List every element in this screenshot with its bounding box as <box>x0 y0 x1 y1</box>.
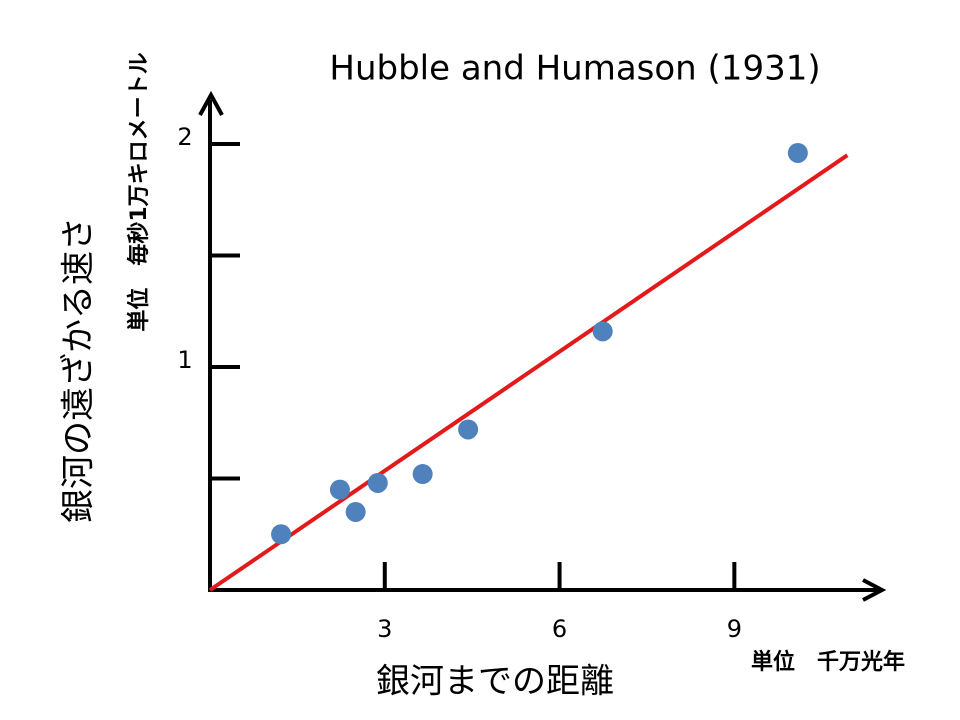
point <box>458 419 479 440</box>
y-axis-label: 銀河の遠ざかる速さ <box>59 217 99 523</box>
x-tick-label: 3 <box>377 615 392 643</box>
x-arrow <box>862 578 887 602</box>
x-unit: 単位 千万光年 <box>751 649 905 675</box>
point <box>367 472 388 493</box>
point <box>271 524 292 545</box>
x-tick-label: 6 <box>552 615 567 643</box>
fit-line <box>208 153 849 592</box>
chart-title: Hubble and Humason (1931) <box>329 49 820 89</box>
point <box>787 142 808 163</box>
y-tick-label: 1 <box>177 346 192 374</box>
point <box>592 321 613 342</box>
y-arrow <box>198 90 224 116</box>
point <box>345 501 366 522</box>
x-tick-label: 9 <box>727 615 742 643</box>
y-unit: 単位 毎秒1万キロメートル <box>126 52 152 331</box>
y-tick-label: 2 <box>177 123 192 151</box>
x-axis-label: 銀河までの距離 <box>376 662 614 702</box>
point <box>329 479 350 500</box>
point <box>412 464 433 485</box>
